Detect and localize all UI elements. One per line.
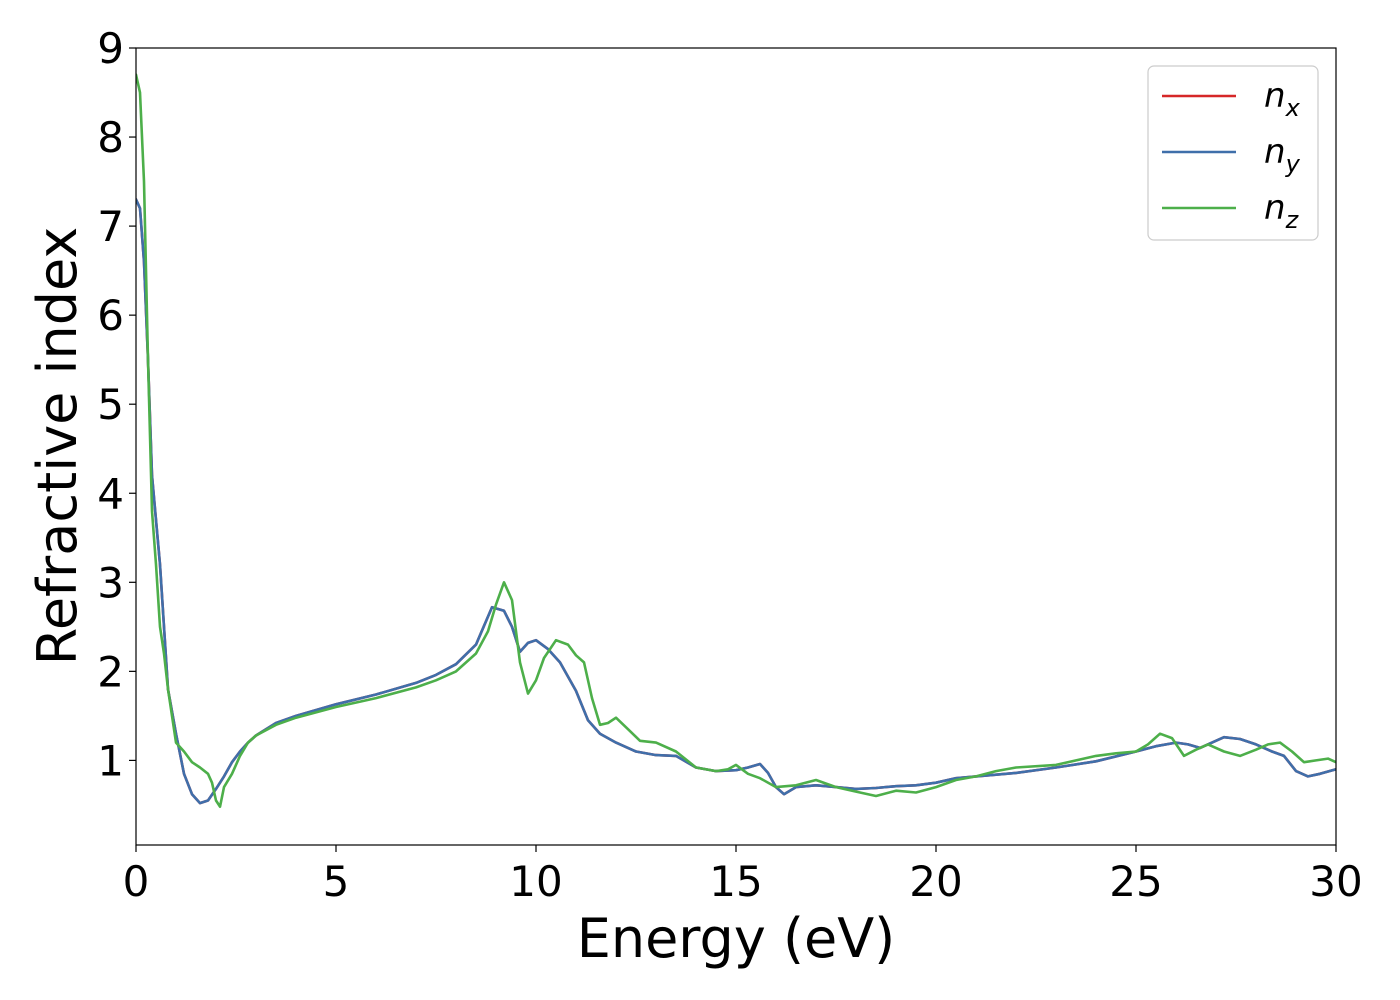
x-tick-label: 30 [1309,857,1362,906]
legend-label-z: nz [1264,188,1300,234]
x-tick-label: 25 [1109,857,1162,906]
y-tick-label: 7 [97,202,124,251]
series-line-y [136,198,1336,805]
legend-label-subscript: x [1285,94,1301,122]
series-layer [136,73,1336,809]
x-tick-label: 5 [323,857,350,906]
x-axis-title: Energy (eV) [577,907,896,970]
legend-label-subscript: z [1285,206,1300,234]
y-tick-label: 3 [97,558,124,607]
y-axis: 1 2 3 4 5 6 7 8 9 [97,24,136,785]
x-tick-label: 0 [123,857,150,906]
legend-label-base: n [1264,76,1286,116]
y-tick-label: 8 [97,113,124,162]
legend-label-base: n [1264,132,1286,172]
y-tick-label: 4 [97,469,124,518]
legend-label-y: ny [1264,132,1301,178]
x-tick-label: 15 [709,857,762,906]
x-tick-label: 10 [509,857,562,906]
y-tick-label: 6 [97,291,124,340]
series-line-z [136,73,1336,809]
y-tick-label: 9 [97,24,124,73]
legend-label-base: n [1264,188,1286,228]
y-axis-title: Refractive index [26,227,89,666]
x-axis: 0 5 10 15 20 25 30 [123,845,1363,906]
legend-label-subscript: y [1285,150,1301,178]
legend-label-x: nx [1264,76,1301,122]
y-tick-label: 2 [97,647,124,696]
y-tick-label: 1 [97,736,124,785]
x-tick-label: 20 [909,857,962,906]
y-tick-label: 5 [97,380,124,429]
